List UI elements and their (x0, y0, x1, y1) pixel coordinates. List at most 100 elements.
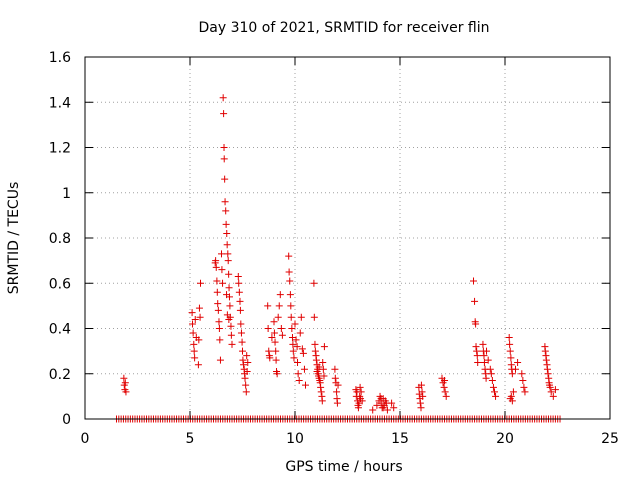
data-point (484, 356, 492, 364)
data-point (276, 291, 284, 299)
data-point (235, 279, 243, 287)
data-point (441, 377, 449, 385)
data-point (544, 370, 552, 378)
data-point (358, 397, 366, 405)
data-point (310, 313, 318, 321)
data-point (197, 279, 204, 287)
data-point (311, 340, 319, 348)
data-point (491, 388, 498, 396)
data-point (369, 406, 377, 414)
data-point (512, 365, 519, 373)
data-point (418, 388, 426, 396)
data-point (471, 297, 479, 305)
data-point (189, 320, 197, 328)
data-point (221, 175, 229, 183)
data-point (331, 365, 339, 373)
data-point (317, 388, 325, 396)
data-point (551, 386, 559, 394)
data-point (417, 404, 425, 412)
data-point (239, 347, 246, 355)
axis-layer: 0 0.2 0.4 0.6 0.8 1 1.2 1.4 1.6 0 5 10 15 20 25 (49, 50, 619, 447)
data-point (295, 377, 303, 385)
data-point (383, 406, 391, 414)
data-point (121, 379, 129, 387)
data-point (416, 399, 424, 407)
data-point (218, 266, 226, 274)
data-point (334, 381, 342, 389)
y-tick-label: 1.6 (49, 50, 71, 66)
data-point (379, 404, 387, 412)
data-point (212, 263, 220, 271)
data-point (227, 322, 235, 330)
data-point (480, 352, 488, 360)
x-tick-label: 5 (186, 431, 195, 447)
data-point (302, 381, 309, 389)
data-point (518, 370, 526, 378)
data-point (213, 277, 221, 285)
data-point (543, 365, 551, 373)
data-point (288, 325, 296, 332)
x-tick-label: 25 (601, 431, 619, 447)
data-point (319, 365, 327, 373)
data-point (287, 302, 295, 310)
data-point (240, 361, 248, 369)
data-point (214, 300, 222, 308)
x-tick-label: 20 (496, 431, 514, 447)
data-point (220, 110, 228, 118)
data-point (331, 374, 339, 382)
data-point (216, 356, 224, 364)
data-point (190, 340, 198, 348)
data-point (274, 313, 282, 321)
data-point (320, 372, 328, 380)
data-point (506, 395, 514, 403)
data-point (241, 374, 249, 382)
data-point (320, 343, 328, 351)
data-point (214, 306, 222, 314)
data-point (519, 377, 527, 385)
data-point (191, 354, 199, 362)
data-point (317, 383, 325, 391)
data-point (373, 401, 381, 409)
data-point (216, 336, 224, 344)
data-point (293, 343, 301, 351)
data-point (470, 277, 477, 285)
data-point (215, 318, 223, 326)
data-point (417, 381, 425, 389)
data-point (292, 336, 300, 344)
data-point (357, 388, 365, 396)
data-point (509, 388, 517, 396)
data-point (356, 383, 364, 391)
data-point (520, 383, 528, 391)
data-point (442, 392, 450, 400)
data-point (195, 304, 203, 312)
y-tick-label: 0 (62, 412, 71, 428)
data-point (319, 358, 327, 366)
data-point (227, 331, 235, 339)
data-point (264, 302, 272, 310)
data-point (474, 358, 482, 366)
data-point (289, 347, 297, 355)
data-point (521, 388, 529, 396)
data-point (226, 302, 234, 310)
data-point (264, 325, 272, 332)
data-point (514, 358, 522, 366)
data-point (482, 374, 490, 382)
y-tick-label: 0.6 (49, 276, 71, 292)
y-tick-label: 1.4 (49, 95, 71, 111)
data-point (312, 356, 320, 364)
data-point (222, 207, 230, 215)
x-tick-label: 15 (391, 431, 409, 447)
data-point (315, 363, 323, 371)
y-tick-label: 1 (62, 186, 71, 202)
y-tick-label: 1.2 (49, 141, 71, 157)
data-point (311, 347, 319, 355)
chart-title: Day 310 of 2021, SRMTID for receiver fli… (199, 20, 490, 36)
data-point (419, 392, 427, 400)
data-point (223, 229, 231, 237)
data-point (547, 388, 555, 396)
data-point (225, 270, 233, 278)
data-point (242, 388, 250, 396)
data-point (486, 365, 494, 373)
data-point (483, 347, 491, 355)
data-point (313, 367, 321, 375)
